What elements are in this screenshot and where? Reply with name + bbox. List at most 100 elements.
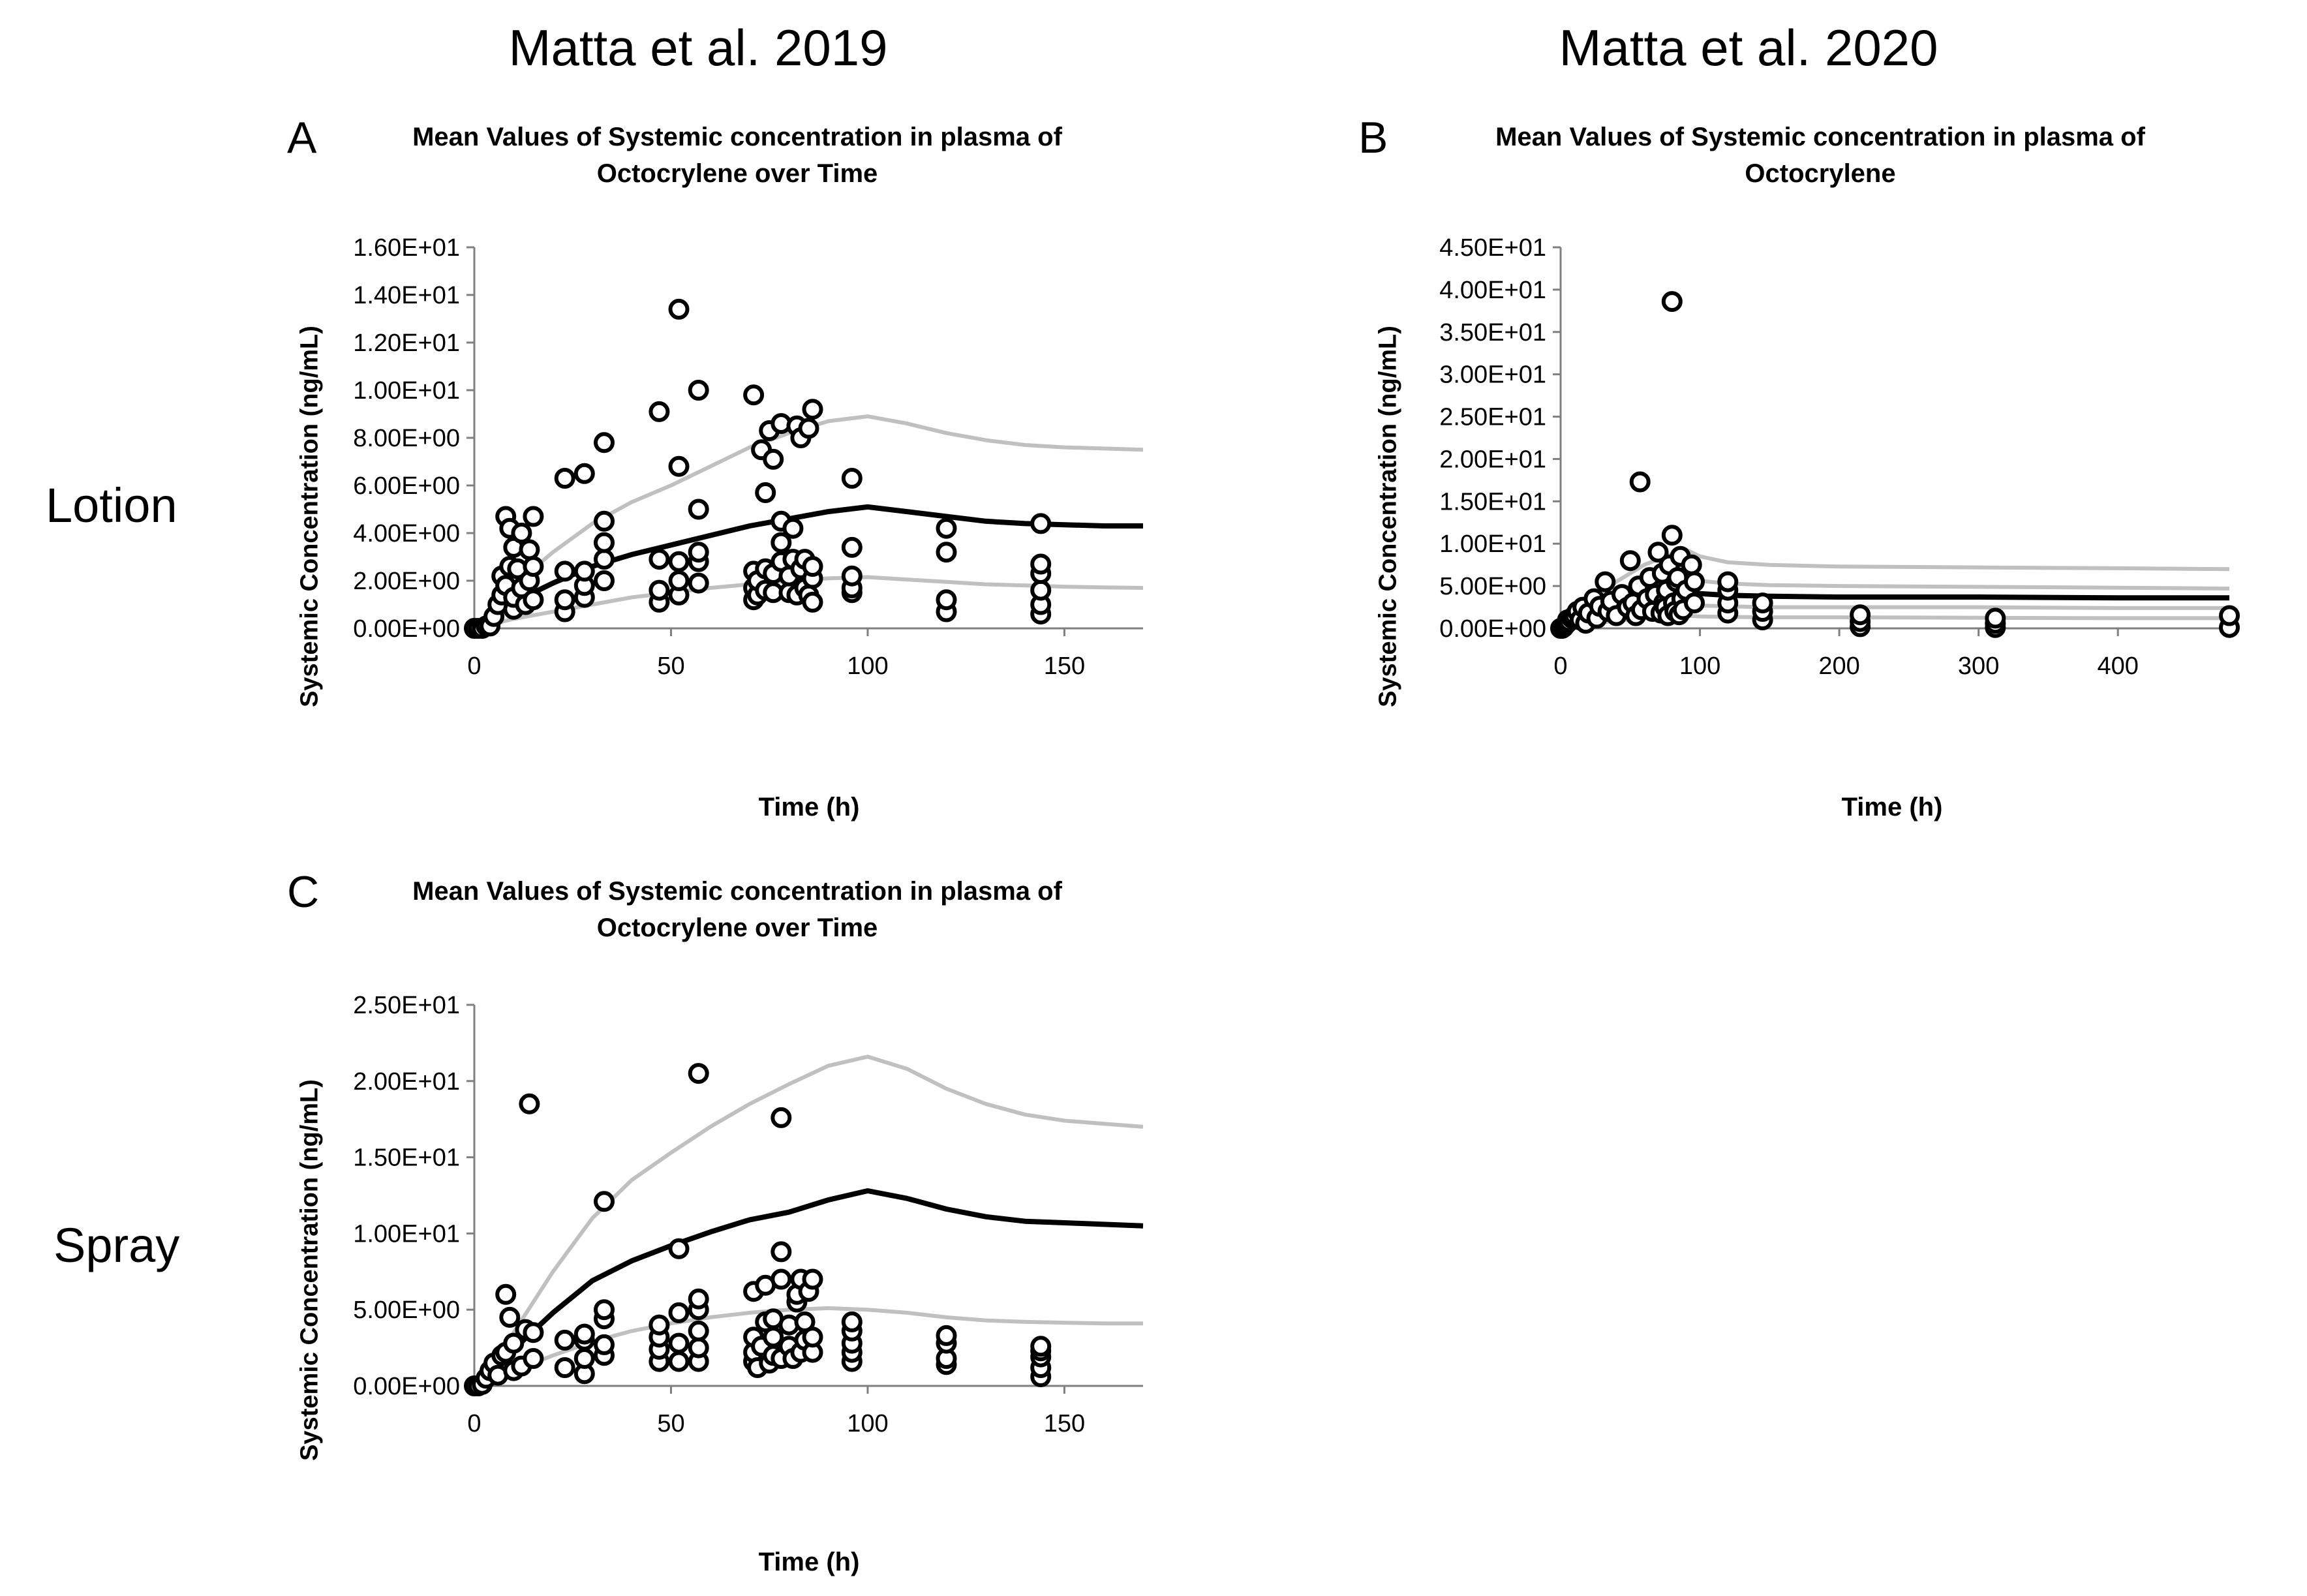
data-point bbox=[649, 1314, 670, 1336]
data-point bbox=[519, 1093, 540, 1114]
x-tick-label: 150 bbox=[1044, 652, 1085, 680]
y-tick-label: 2.50E+01 bbox=[353, 992, 460, 1019]
data-point bbox=[2219, 605, 2240, 626]
y-tick-label: 3.00E+01 bbox=[1439, 361, 1546, 389]
data-point bbox=[649, 401, 670, 422]
data-point bbox=[936, 517, 957, 539]
data-point bbox=[668, 570, 690, 591]
data-point bbox=[573, 1348, 595, 1369]
data-point bbox=[523, 589, 544, 611]
data-point bbox=[511, 523, 532, 544]
x-tick-label: 100 bbox=[847, 652, 888, 680]
data-point bbox=[668, 455, 690, 477]
y-tick-label: 1.50E+01 bbox=[353, 1144, 460, 1172]
data-point bbox=[523, 556, 544, 577]
data-point bbox=[573, 1323, 595, 1345]
x-axis-label-a: Time (h) bbox=[758, 793, 860, 821]
data-point bbox=[594, 1334, 615, 1355]
data-point bbox=[688, 1288, 709, 1310]
data-point bbox=[802, 556, 823, 577]
data-point bbox=[1661, 525, 1683, 546]
y-tick-label: 1.00E+01 bbox=[353, 1220, 460, 1248]
y-tick-label: 3.50E+01 bbox=[1439, 319, 1546, 346]
bound-line-upper bbox=[472, 414, 1144, 630]
data-point bbox=[688, 1337, 709, 1358]
y-tick-label: 1.20E+01 bbox=[353, 330, 460, 357]
data-point bbox=[649, 549, 670, 570]
y-tick-label: 8.00E+00 bbox=[353, 425, 460, 452]
x-tick-label: 0 bbox=[467, 1410, 481, 1437]
data-point bbox=[594, 532, 615, 553]
row-label-lotion: Lotion bbox=[46, 478, 177, 532]
data-point bbox=[1985, 607, 2006, 629]
data-point bbox=[1629, 471, 1651, 493]
y-tick-label: 4.50E+01 bbox=[1439, 234, 1546, 262]
data-point bbox=[1030, 1336, 1052, 1357]
data-point bbox=[1850, 604, 1871, 626]
data-point bbox=[1661, 291, 1683, 313]
bound-line-upper bbox=[472, 1054, 1144, 1387]
data-point bbox=[594, 432, 615, 453]
data-point bbox=[523, 506, 544, 527]
data-point bbox=[499, 1306, 521, 1328]
y-tick-label: 5.00E+00 bbox=[1439, 573, 1546, 600]
data-point bbox=[1684, 592, 1705, 614]
data-point bbox=[523, 1322, 544, 1343]
data-point bbox=[523, 1348, 544, 1369]
chart-title-c: Mean Values of Systemic concentration in… bbox=[412, 877, 1062, 942]
data-point bbox=[1030, 553, 1052, 575]
data-point bbox=[668, 298, 690, 320]
y-tick-label: 0.00E+00 bbox=[353, 615, 460, 643]
data-point bbox=[495, 1283, 517, 1305]
y-tick-label: 6.00E+00 bbox=[353, 472, 460, 500]
data-point bbox=[594, 1191, 615, 1212]
bound-line-lower bbox=[473, 1306, 1143, 1388]
data-point bbox=[798, 418, 819, 439]
data-point bbox=[802, 591, 823, 613]
y-tick-label: 2.00E+01 bbox=[1439, 446, 1546, 473]
data-point bbox=[1619, 550, 1641, 572]
data-point bbox=[841, 565, 863, 587]
data-point bbox=[743, 384, 765, 406]
x-tick-label: 300 bbox=[1958, 652, 1999, 680]
data-point bbox=[573, 463, 595, 484]
data-point bbox=[688, 380, 709, 401]
data-point bbox=[554, 1357, 575, 1378]
data-point bbox=[1030, 513, 1052, 534]
x-tick-label: 100 bbox=[847, 1410, 888, 1437]
data-point bbox=[841, 1311, 863, 1332]
column-heading-2019: Matta et al. 2019 bbox=[508, 19, 888, 76]
data-point bbox=[782, 517, 804, 539]
data-point bbox=[554, 1329, 575, 1351]
x-tick-label: 0 bbox=[467, 652, 481, 680]
data-point bbox=[594, 510, 615, 532]
chart-title-b: Mean Values of Systemic concentration in… bbox=[1495, 123, 2145, 188]
data-point bbox=[755, 482, 776, 503]
data-point bbox=[1752, 592, 1773, 614]
data-point bbox=[668, 1351, 690, 1372]
data-point bbox=[688, 499, 709, 520]
data-point bbox=[1647, 542, 1669, 563]
x-tick-label: 50 bbox=[657, 1410, 684, 1437]
data-point bbox=[936, 1325, 957, 1346]
data-point bbox=[936, 542, 957, 563]
data-point bbox=[594, 1299, 615, 1321]
y-tick-label: 1.00E+01 bbox=[1439, 530, 1546, 558]
y-tick-label: 4.00E+01 bbox=[1439, 277, 1546, 304]
y-tick-label: 4.00E+00 bbox=[353, 520, 460, 547]
data-point bbox=[688, 1063, 709, 1084]
data-point bbox=[771, 1268, 792, 1290]
data-point bbox=[688, 1320, 709, 1342]
data-point bbox=[573, 560, 595, 582]
data-point bbox=[554, 589, 575, 611]
data-point bbox=[668, 1238, 690, 1259]
panel-letter-a: A bbox=[287, 113, 317, 162]
data-point bbox=[802, 1327, 823, 1348]
panel-letter-b: B bbox=[1358, 113, 1388, 162]
y-tick-label: 1.60E+01 bbox=[353, 234, 460, 262]
data-point bbox=[649, 579, 670, 601]
data-point bbox=[668, 551, 690, 572]
x-tick-label: 0 bbox=[1553, 652, 1567, 680]
